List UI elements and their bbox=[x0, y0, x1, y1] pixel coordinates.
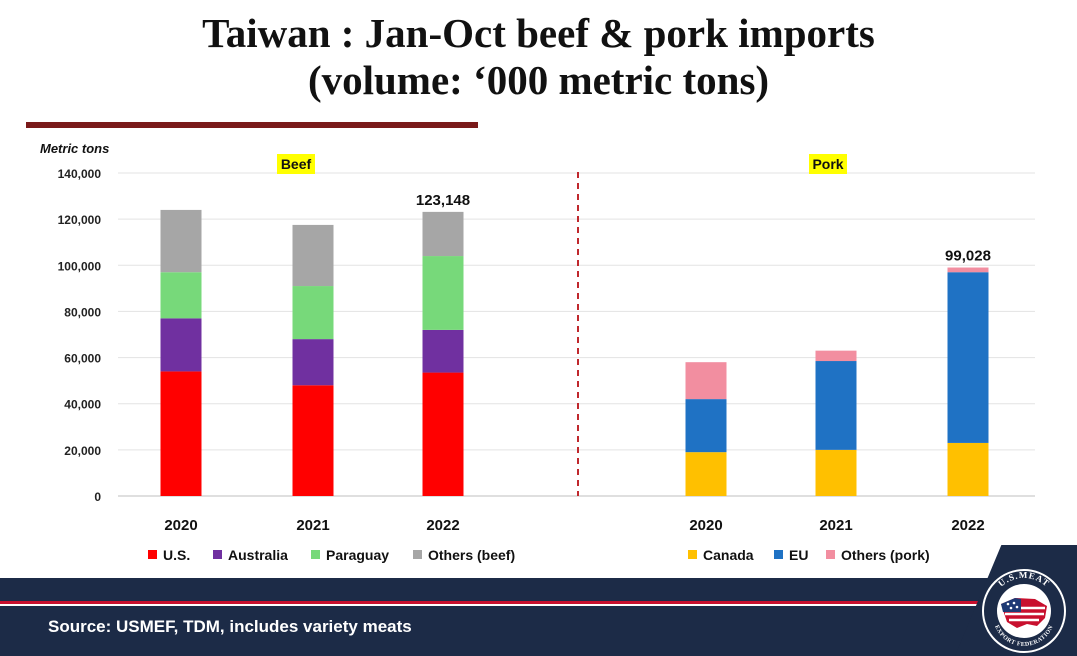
pork-x-tick-label: 2021 bbox=[819, 517, 852, 534]
pork-panel-label-highlight bbox=[809, 154, 847, 174]
footer-stripe-red bbox=[0, 601, 1077, 604]
title-line-1: Taiwan : Jan-Oct beef & pork imports bbox=[202, 10, 875, 56]
pork-total-label: 99,028 bbox=[945, 248, 991, 265]
beef-legend-label: Others (beef) bbox=[428, 547, 515, 563]
usmef-logo: U.S.MEAT EXPORT FEDERATION bbox=[982, 569, 1066, 653]
y-tick-label: 100,000 bbox=[58, 259, 102, 273]
beef-bar-segment bbox=[422, 211, 464, 257]
beef-legend-swatch bbox=[311, 550, 320, 559]
pork-bar-segment bbox=[685, 452, 727, 496]
pork-bar-segment bbox=[815, 449, 857, 496]
y-tick-label: 0 bbox=[94, 490, 101, 504]
footer-stripe-white bbox=[0, 604, 1077, 606]
pork-panel-label: Pork bbox=[812, 156, 843, 172]
beef-bar-segment bbox=[422, 329, 464, 373]
beef-bar-segment bbox=[292, 286, 334, 340]
beef-x-tick-label: 2021 bbox=[296, 517, 329, 534]
y-tick-label: 140,000 bbox=[58, 167, 102, 181]
beef-bar-segment bbox=[422, 256, 464, 330]
beef-legend-label: Paraguay bbox=[326, 547, 389, 563]
pork-x-tick-label: 2020 bbox=[689, 517, 722, 534]
pork-legend-label: EU bbox=[789, 547, 808, 563]
y-tick-label: 40,000 bbox=[64, 398, 101, 412]
pork-bar-segment bbox=[947, 442, 989, 496]
beef-legend-swatch bbox=[413, 550, 422, 559]
beef-bar-segment bbox=[292, 385, 334, 496]
pork-legend-swatch bbox=[826, 550, 835, 559]
beef-bar-segment bbox=[160, 272, 202, 319]
page-title: Taiwan : Jan-Oct beef & pork imports (vo… bbox=[0, 10, 1077, 104]
source-note: Source: USMEF, TDM, includes variety mea… bbox=[48, 617, 412, 636]
y-tick-label: 120,000 bbox=[58, 213, 102, 227]
chart-area: 0 20,000 40,000 60,000 80,000 100,000 120,000 1… bbox=[40, 141, 1035, 563]
beef-bar-segment bbox=[292, 224, 334, 287]
y-axis-title: Metric tons bbox=[40, 141, 109, 156]
y-tick-label: 60,000 bbox=[64, 352, 101, 366]
beef-bar-segment bbox=[422, 372, 464, 496]
y-tick-label: 20,000 bbox=[64, 444, 101, 458]
title-underline bbox=[26, 122, 478, 128]
y-tick-label: 80,000 bbox=[64, 305, 101, 319]
title-line-2: (volume: ‘000 metric tons) bbox=[307, 57, 770, 103]
beef-panel-label-highlight bbox=[277, 154, 315, 174]
pork-legend-swatch bbox=[688, 550, 697, 559]
beef-legend-swatch bbox=[213, 550, 222, 559]
beef-legend-label: U.S. bbox=[163, 547, 190, 563]
footer-band bbox=[0, 578, 1077, 656]
beef-bar-segment bbox=[160, 371, 202, 496]
beef-legend-swatch bbox=[148, 550, 157, 559]
beef-bar-segment bbox=[292, 339, 334, 386]
pork-bar-segment bbox=[685, 399, 727, 453]
pork-legend-label: Others (pork) bbox=[841, 547, 930, 563]
beef-legend-label: Australia bbox=[228, 547, 288, 563]
beef-total-label: 123,148 bbox=[416, 192, 470, 209]
pork-legend-swatch bbox=[774, 550, 783, 559]
pork-legend-label: Canada bbox=[703, 547, 754, 563]
beef-x-tick-label: 2022 bbox=[426, 517, 459, 534]
beef-bar-segment bbox=[160, 318, 202, 372]
beef-panel-label: Beef bbox=[281, 156, 312, 172]
pork-bar-segment bbox=[815, 361, 857, 450]
pork-bar-segment bbox=[815, 350, 857, 362]
pork-x-tick-label: 2022 bbox=[951, 517, 984, 534]
pork-bar-segment bbox=[947, 267, 989, 273]
pork-bar-segment bbox=[685, 362, 727, 400]
beef-x-tick-label: 2020 bbox=[164, 517, 197, 534]
pork-bar-segment bbox=[947, 272, 989, 443]
beef-bar-segment bbox=[160, 209, 202, 273]
